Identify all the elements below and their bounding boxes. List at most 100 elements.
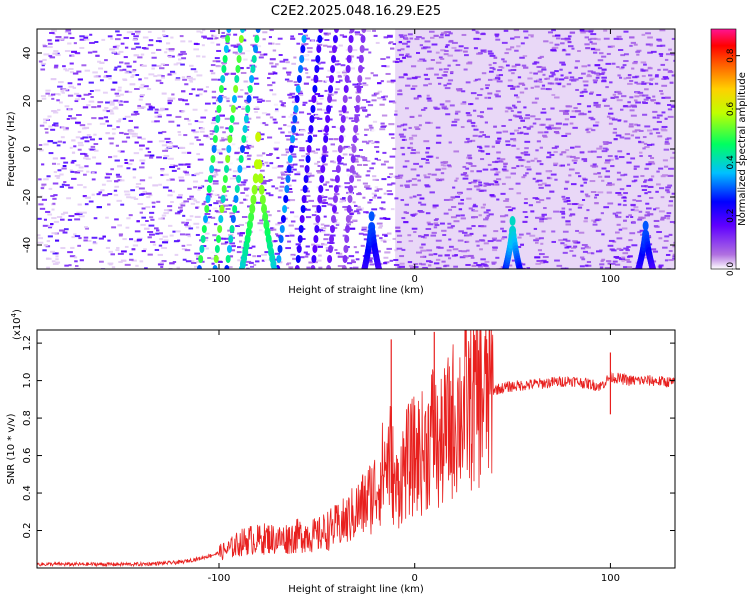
heatmap-cell [62,88,69,91]
heatmap-cell [52,263,59,266]
heatmap-cell [470,181,477,184]
heatmap-cell [236,43,241,46]
heatmap-cell [427,50,432,53]
heatmap-cell [209,130,214,133]
heatmap-cell [517,132,523,135]
heatmap-cell [126,65,132,68]
heatmap-cell [112,45,117,48]
heatmap-cell [632,76,638,79]
heatmap-cell [179,233,186,236]
heatmap-cell [568,208,572,211]
heatmap-cell [605,148,609,151]
heatmap-arc-cell [256,159,263,170]
heatmap-cell [323,199,327,202]
heatmap-cell [41,185,46,188]
heatmap-cell [411,134,418,137]
heatmap-cell [535,172,542,175]
heatmap-cell [48,187,53,190]
heatmap-cell [502,236,508,239]
heatmap-cell [337,265,344,268]
heatmap-cell [294,121,300,124]
heatmap-cell [109,142,114,145]
heatmap-cell [70,161,75,164]
heatmap-cell [141,216,146,219]
heatmap-cell [631,180,636,183]
heatmap-cell [302,101,308,104]
heatmap-cell [94,89,101,92]
heatmap-cell [624,137,631,140]
heatmap-cell [643,69,648,72]
heatmap-cell [127,163,133,166]
heatmap-cell [86,170,90,173]
heatmap-cell [542,73,546,76]
heatmap-stripe-cell [221,185,227,193]
heatmap-cell [145,192,152,195]
colorbar-tick-label: 0.8 [726,48,736,63]
heatmap-cell [220,242,227,245]
heatmap-cell [654,225,660,228]
heatmap-cell [146,196,151,199]
heatmap-cell [65,29,72,32]
heatmap-cell [554,127,561,130]
heatmap-cell [335,252,340,255]
heatmap-cell [196,139,201,142]
heatmap-stripe-cell [356,85,362,93]
heatmap-stripe-cell [210,155,216,163]
heatmap-cell [115,44,120,47]
heatmap-cell [628,239,633,242]
heatmap-cell [157,253,163,256]
heatmap-cell [492,62,497,65]
heatmap-cell [546,176,551,179]
heatmap-cell [617,92,623,95]
heatmap-cell [383,240,387,243]
heatmap-cell [76,70,82,73]
heatmap-cell [83,126,90,129]
heatmap-cell [325,188,329,191]
heatmap-cell [221,61,227,64]
heatmap-cell [164,148,169,151]
heatmap-cell [480,116,484,119]
heatmap-cell [649,77,655,80]
heatmap-cell [579,112,585,115]
heatmap-cell [45,210,51,213]
heatmap-cell [497,69,503,72]
heatmap-cell [667,185,671,188]
heatmap-cell [356,174,360,177]
heatmap-cell [522,220,528,223]
heatmap-cell [631,67,635,70]
heatmap-cell [152,243,157,246]
heatmap-stripe-cell [211,145,217,153]
heatmap-cell [348,153,354,156]
heatmap-cell [540,242,544,245]
heatmap-cell [346,168,350,171]
heatmap-cell [118,103,124,106]
heatmap-cell [354,85,359,88]
heatmap-cell [536,179,543,182]
heatmap-cell [454,118,460,121]
heatmap-cell [307,50,313,53]
heatmap-cell [456,89,462,92]
heatmap-cell [477,78,481,81]
heatmap-cell [411,149,416,152]
heatmap-cell [231,143,236,146]
heatmap-cell [339,79,343,82]
heatmap-cell [178,193,183,196]
x-tick-label: -100 [208,274,231,285]
heatmap-stripe-cell [322,145,328,153]
heatmap-cell [132,168,137,171]
heatmap-cell [616,178,622,181]
heatmap-cell [644,81,651,84]
heatmap-cell [470,92,477,95]
heatmap-cell [562,85,566,88]
heatmap-cell [52,141,58,144]
heatmap-cell [600,260,604,263]
heatmap-cell [396,241,402,244]
heatmap-cell [585,264,592,267]
heatmap-cell [247,154,252,157]
heatmap-cell [210,172,216,175]
heatmap-cell [99,79,104,82]
heatmap-cell [256,98,263,101]
heatmap-cell [330,204,334,207]
heatmap-cell [410,65,417,68]
heatmap-cell [160,107,165,110]
